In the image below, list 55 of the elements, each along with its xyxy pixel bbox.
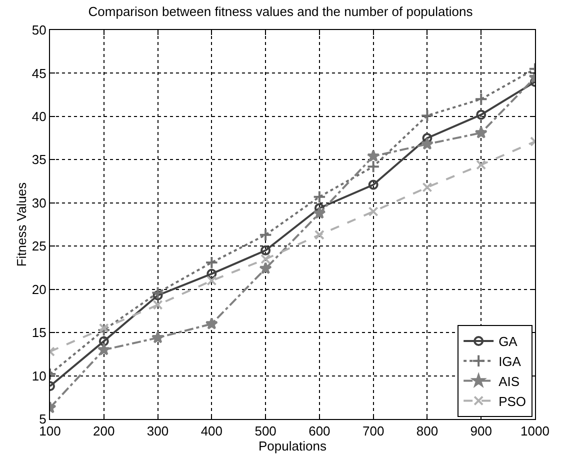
point: [98, 343, 110, 356]
point: [206, 276, 217, 286]
y-axis-title: Fitness Values: [14, 182, 29, 267]
point: [313, 206, 326, 219]
point: [97, 323, 110, 337]
point: [476, 160, 486, 170]
point: [151, 331, 164, 344]
point: [205, 317, 218, 330]
legend-label: AIS: [498, 374, 520, 389]
point: [152, 290, 163, 300]
point: [422, 182, 432, 192]
y-tick-label: 20: [32, 282, 46, 297]
point: [260, 254, 271, 264]
y-tick-label: 35: [32, 152, 46, 168]
point: [420, 138, 434, 150]
point: [98, 336, 109, 346]
point: [368, 206, 378, 217]
legend-label: GA: [498, 334, 518, 350]
y-tick-label: 25: [32, 238, 46, 254]
chart-title: Comparison between fitness values and the number of populations: [88, 4, 474, 20]
x-tick-label: 300: [146, 424, 169, 439]
point: [205, 256, 218, 270]
x-tick-label: 200: [93, 424, 115, 439]
point: [151, 286, 164, 300]
point: [366, 160, 380, 174]
point: [259, 262, 272, 274]
point: [474, 126, 488, 138]
y-tick-label: 50: [32, 22, 46, 38]
legend-label: IGA: [498, 354, 522, 369]
point: [260, 245, 271, 256]
point: [206, 268, 217, 279]
x-tick-label: 700: [362, 424, 384, 439]
y-tick-label: 45: [32, 66, 46, 81]
x-tick-label: 1000: [520, 424, 550, 439]
point: [152, 300, 163, 310]
y-tick-label: 15: [32, 325, 46, 340]
x-tick-label: 900: [470, 424, 492, 439]
point: [98, 323, 109, 334]
point: [314, 230, 324, 240]
point: [367, 150, 380, 162]
x-tick-label: 400: [200, 424, 223, 439]
point: [368, 180, 378, 190]
x-tick-label: 500: [254, 424, 276, 439]
x-axis-title: Populations: [258, 438, 327, 454]
x-tick-label: 600: [308, 424, 330, 439]
x-tick-label: 800: [416, 424, 438, 439]
y-tick-label: 40: [32, 108, 46, 124]
legend-label: PSO: [498, 394, 526, 409]
point: [258, 228, 272, 242]
y-tick-label: 30: [32, 195, 46, 210]
y-tick-label: 10: [32, 368, 46, 384]
point: [420, 108, 434, 122]
point: [312, 190, 326, 204]
point: [476, 110, 486, 120]
point: [474, 92, 488, 106]
